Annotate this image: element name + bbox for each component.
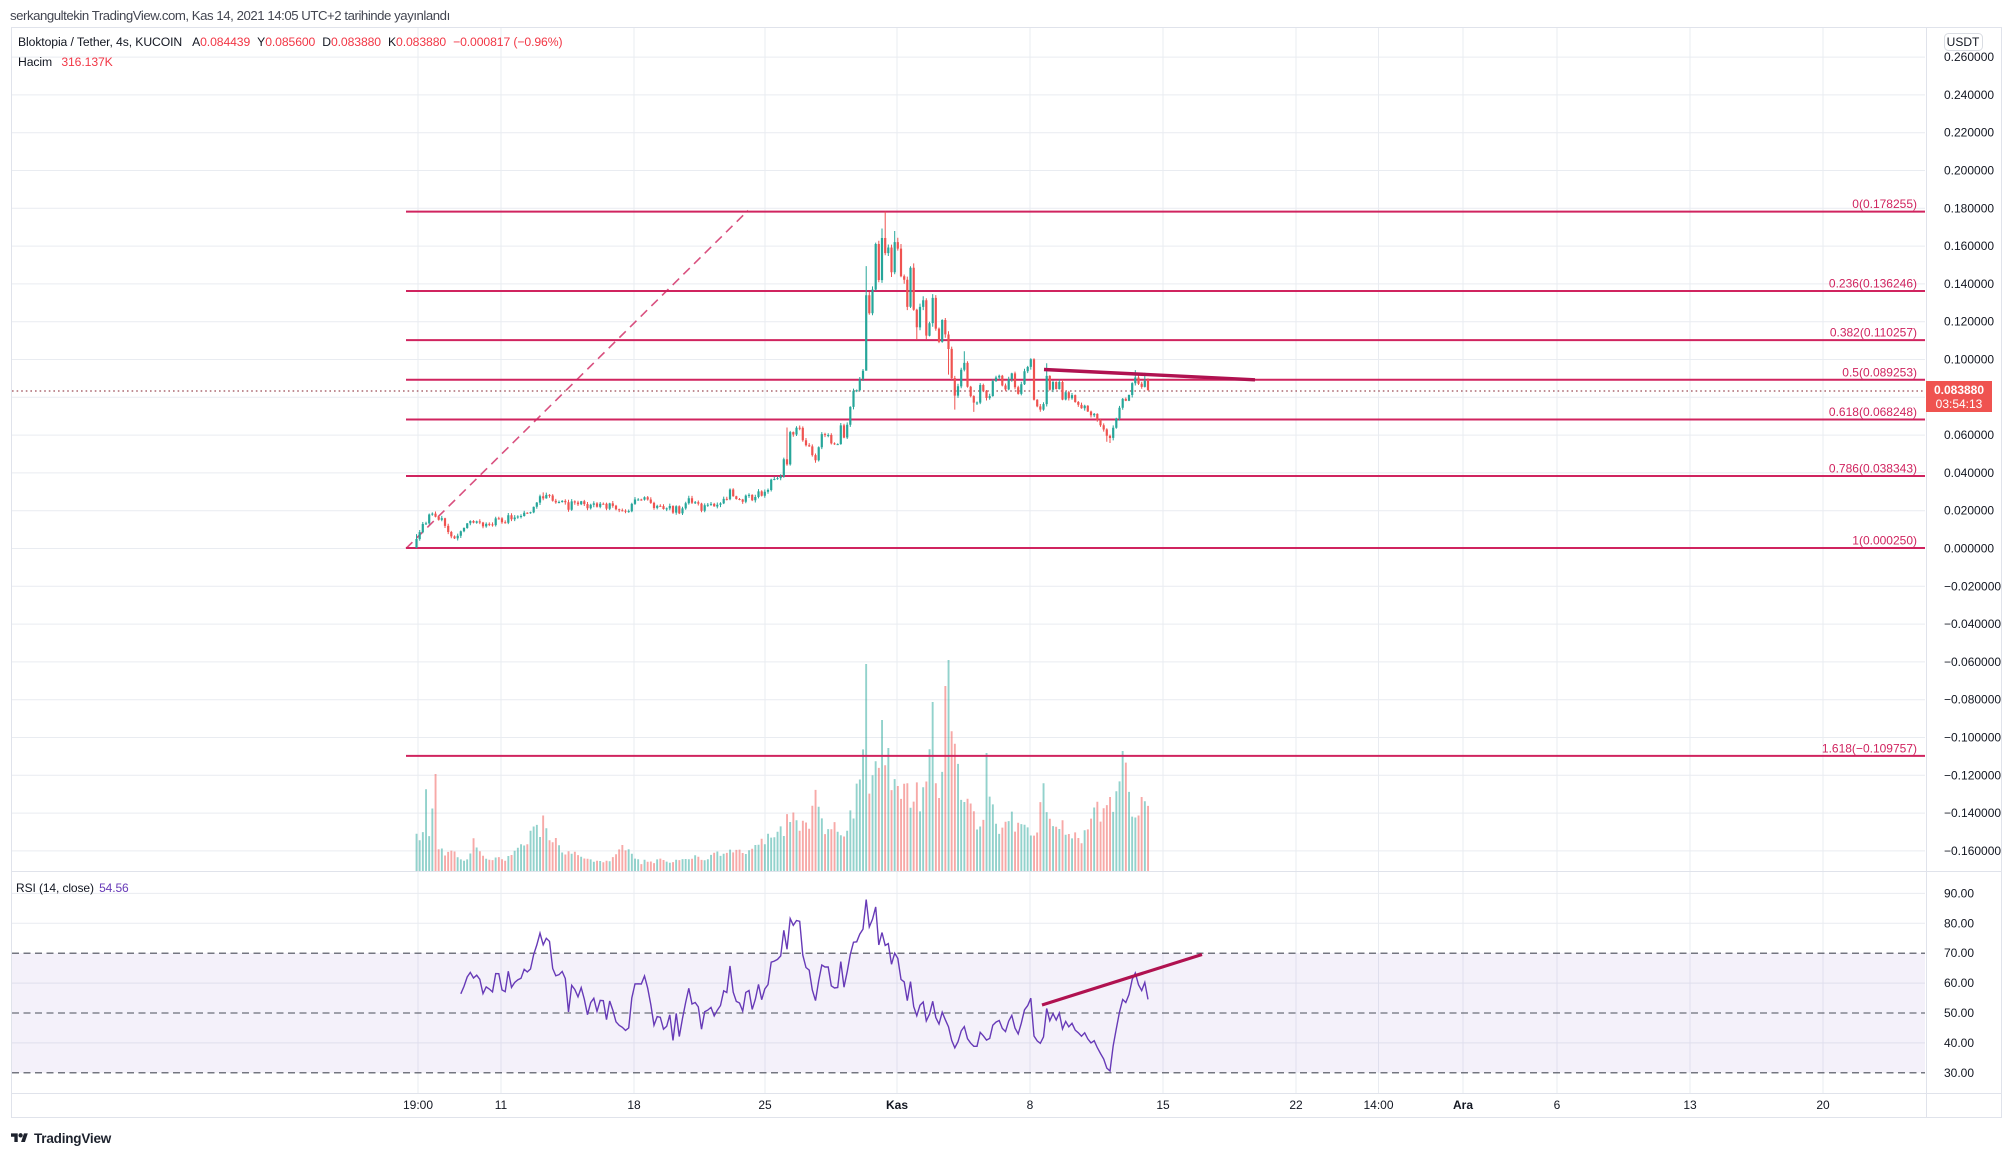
- svg-text:03:54:13: 03:54:13: [1936, 397, 1983, 411]
- svg-text:TradingView: TradingView: [34, 1131, 112, 1146]
- svg-text:−0.040000: −0.040000: [1944, 617, 2001, 631]
- svg-text:0.020000: 0.020000: [1944, 504, 1994, 518]
- svg-text:0.140000: 0.140000: [1944, 277, 1994, 291]
- svg-text:80.00: 80.00: [1944, 916, 1974, 930]
- svg-text:25: 25: [758, 1098, 772, 1112]
- svg-text:RSI (14, close) 54.56: RSI (14, close) 54.56: [16, 881, 129, 895]
- svg-text:−0.080000: −0.080000: [1944, 693, 2001, 707]
- svg-text:0.060000: 0.060000: [1944, 428, 1994, 442]
- svg-text:1(0.000250): 1(0.000250): [1852, 534, 1917, 548]
- svg-text:Hacim 316.137K: Hacim 316.137K: [18, 55, 113, 69]
- svg-text:14:00: 14:00: [1363, 1098, 1393, 1112]
- svg-text:0.040000: 0.040000: [1944, 466, 1994, 480]
- svg-text:70.00: 70.00: [1944, 946, 1974, 960]
- svg-text:22: 22: [1289, 1098, 1303, 1112]
- svg-text:Kas: Kas: [886, 1098, 908, 1112]
- svg-text:18: 18: [627, 1098, 641, 1112]
- svg-text:−0.020000: −0.020000: [1944, 579, 2001, 593]
- svg-text:13: 13: [1683, 1098, 1697, 1112]
- svg-text:Bloktopia / Tether, 4s, KUCOIN: Bloktopia / Tether, 4s, KUCOIN A0.084439 Y…: [18, 35, 562, 49]
- svg-text:0.786(0.038343): 0.786(0.038343): [1829, 462, 1917, 476]
- svg-text:15: 15: [1156, 1098, 1170, 1112]
- svg-text:−0.100000: −0.100000: [1944, 731, 2001, 745]
- svg-text:20: 20: [1816, 1098, 1830, 1112]
- svg-text:0.120000: 0.120000: [1944, 315, 1994, 329]
- svg-text:0.618(0.068248): 0.618(0.068248): [1829, 405, 1917, 419]
- svg-text:90.00: 90.00: [1944, 886, 1974, 900]
- svg-text:Ara: Ara: [1453, 1098, 1473, 1112]
- svg-text:0.100000: 0.100000: [1944, 353, 1994, 367]
- svg-text:0.083880: 0.083880: [1934, 383, 1984, 397]
- svg-text:60.00: 60.00: [1944, 976, 1974, 990]
- svg-text:USDT: USDT: [1947, 35, 1980, 49]
- svg-text:6: 6: [1554, 1098, 1561, 1112]
- svg-text:−0.120000: −0.120000: [1944, 768, 2001, 782]
- svg-text:−0.140000: −0.140000: [1944, 806, 2001, 820]
- svg-text:8: 8: [1027, 1098, 1034, 1112]
- svg-text:0.236(0.136246): 0.236(0.136246): [1829, 277, 1917, 291]
- svg-text:0.220000: 0.220000: [1944, 126, 1994, 140]
- svg-text:0.5(0.089253): 0.5(0.089253): [1842, 365, 1917, 379]
- svg-text:0.382(0.110257): 0.382(0.110257): [1830, 326, 1917, 340]
- svg-text:0.200000: 0.200000: [1944, 164, 1994, 178]
- svg-text:1.618(−0.109757): 1.618(−0.109757): [1822, 741, 1917, 755]
- svg-text:0.180000: 0.180000: [1944, 201, 1994, 215]
- svg-text:19:00: 19:00: [403, 1098, 433, 1112]
- svg-text:0.160000: 0.160000: [1944, 239, 1994, 253]
- svg-text:serkangultekin TradingView.com: serkangultekin TradingView.com, Kas 14, …: [10, 8, 450, 23]
- svg-text:50.00: 50.00: [1944, 1006, 1974, 1020]
- svg-text:0.260000: 0.260000: [1944, 50, 1994, 64]
- svg-text:−0.060000: −0.060000: [1944, 655, 2001, 669]
- svg-text:0(0.178255): 0(0.178255): [1852, 197, 1917, 211]
- svg-text:11: 11: [495, 1098, 508, 1112]
- svg-text:0.000000: 0.000000: [1944, 542, 1994, 556]
- svg-text:0.240000: 0.240000: [1944, 88, 1994, 102]
- svg-text:−0.160000: −0.160000: [1944, 844, 2001, 858]
- svg-text:30.00: 30.00: [1944, 1066, 1974, 1080]
- svg-text:40.00: 40.00: [1944, 1036, 1974, 1050]
